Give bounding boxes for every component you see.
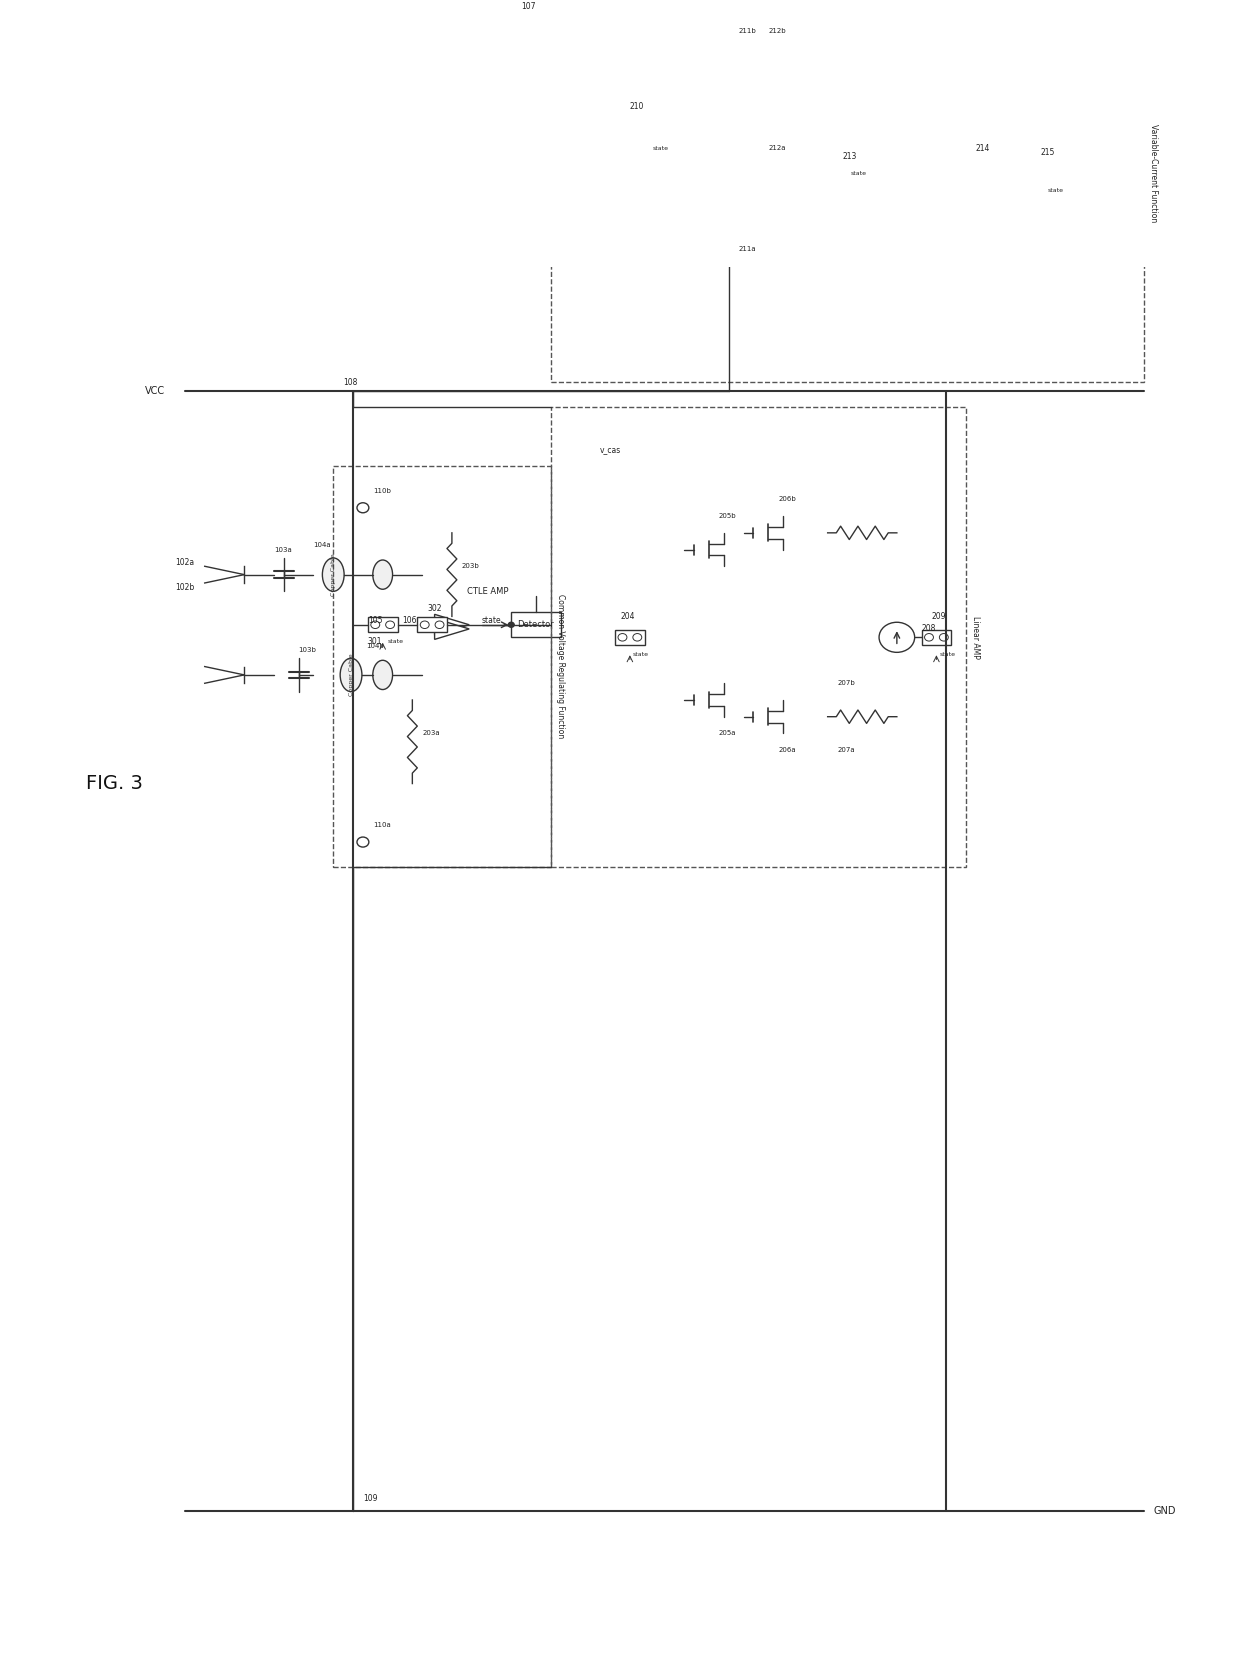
Text: 210: 210 xyxy=(630,102,645,112)
Text: 107: 107 xyxy=(521,2,536,10)
Ellipse shape xyxy=(322,557,345,592)
Text: state: state xyxy=(632,652,649,657)
Bar xyxy=(921,631,951,646)
Text: 211a: 211a xyxy=(739,245,756,252)
Circle shape xyxy=(357,837,368,847)
Polygon shape xyxy=(434,619,469,639)
Text: Copper Cable: Copper Cable xyxy=(331,554,336,595)
Text: 206a: 206a xyxy=(779,747,796,754)
Text: 207a: 207a xyxy=(837,747,856,754)
Bar xyxy=(551,407,966,867)
Text: 103b: 103b xyxy=(299,647,316,652)
Polygon shape xyxy=(434,614,469,636)
Circle shape xyxy=(1048,170,1056,177)
Text: 104a: 104a xyxy=(314,542,331,549)
Text: state: state xyxy=(652,145,668,150)
Text: state: state xyxy=(388,639,404,644)
Text: v_cas: v_cas xyxy=(600,445,621,454)
Bar xyxy=(551,0,1145,382)
Circle shape xyxy=(949,158,983,188)
Bar xyxy=(334,465,551,867)
Bar xyxy=(789,48,847,148)
Circle shape xyxy=(386,620,394,629)
Bar xyxy=(1030,165,1060,182)
Circle shape xyxy=(357,502,368,512)
Text: 102b: 102b xyxy=(176,582,195,592)
Text: 211b: 211b xyxy=(739,28,756,35)
Bar xyxy=(418,617,446,632)
Text: state: state xyxy=(940,652,955,657)
Text: 110a: 110a xyxy=(373,822,391,829)
Bar xyxy=(832,123,862,138)
Text: 213: 213 xyxy=(842,152,857,162)
Text: state: state xyxy=(851,172,867,177)
Ellipse shape xyxy=(373,560,393,589)
Circle shape xyxy=(925,634,934,641)
Circle shape xyxy=(618,634,627,641)
Ellipse shape xyxy=(340,659,362,692)
Text: 208: 208 xyxy=(921,624,936,634)
Text: 110b: 110b xyxy=(373,489,391,494)
Circle shape xyxy=(940,634,949,641)
Text: Variable-Current Function: Variable-Current Function xyxy=(1149,125,1158,222)
Bar xyxy=(635,123,665,138)
Text: 214: 214 xyxy=(976,143,991,153)
Text: 105: 105 xyxy=(368,615,382,626)
Text: 108: 108 xyxy=(343,379,357,387)
Circle shape xyxy=(879,622,915,652)
Bar xyxy=(615,631,645,646)
Text: 203a: 203a xyxy=(423,731,440,736)
Text: 206b: 206b xyxy=(779,497,796,502)
Text: state: state xyxy=(1048,188,1064,193)
Text: 212a: 212a xyxy=(769,145,786,152)
Circle shape xyxy=(851,128,859,135)
Circle shape xyxy=(836,128,844,135)
Text: 106: 106 xyxy=(403,615,417,626)
Circle shape xyxy=(632,634,642,641)
Text: 302: 302 xyxy=(428,604,441,612)
Ellipse shape xyxy=(373,661,393,689)
Text: Linear AMP: Linear AMP xyxy=(971,615,980,659)
Text: state: state xyxy=(481,615,501,626)
Text: 205a: 205a xyxy=(719,731,737,736)
Text: GND: GND xyxy=(1154,1506,1177,1516)
Text: 109: 109 xyxy=(363,1493,377,1503)
Circle shape xyxy=(435,620,444,629)
Bar xyxy=(368,617,398,632)
Text: 104b: 104b xyxy=(366,642,383,649)
Circle shape xyxy=(652,128,661,135)
Bar xyxy=(511,612,560,637)
Text: Copper Cable: Copper Cable xyxy=(348,654,353,696)
Text: 203b: 203b xyxy=(461,564,480,569)
Text: 207b: 207b xyxy=(837,681,856,686)
Text: 212b: 212b xyxy=(769,28,786,35)
Text: 301: 301 xyxy=(368,637,382,646)
Text: 209: 209 xyxy=(931,612,946,620)
Text: FIG. 3: FIG. 3 xyxy=(86,774,143,792)
Text: 204: 204 xyxy=(620,612,635,620)
Circle shape xyxy=(371,620,379,629)
Text: VCC: VCC xyxy=(145,385,165,395)
Circle shape xyxy=(637,128,647,135)
Text: CTLE AMP: CTLE AMP xyxy=(466,587,508,595)
Text: 102a: 102a xyxy=(176,557,195,567)
Text: Detector: Detector xyxy=(517,620,554,629)
Text: 215: 215 xyxy=(1040,148,1054,157)
Circle shape xyxy=(420,620,429,629)
Circle shape xyxy=(1033,170,1042,177)
Circle shape xyxy=(508,622,515,627)
Text: Common-Voltage Regulating Function: Common-Voltage Regulating Function xyxy=(556,594,564,739)
Text: 103a: 103a xyxy=(274,547,291,552)
Text: 205b: 205b xyxy=(719,514,737,519)
